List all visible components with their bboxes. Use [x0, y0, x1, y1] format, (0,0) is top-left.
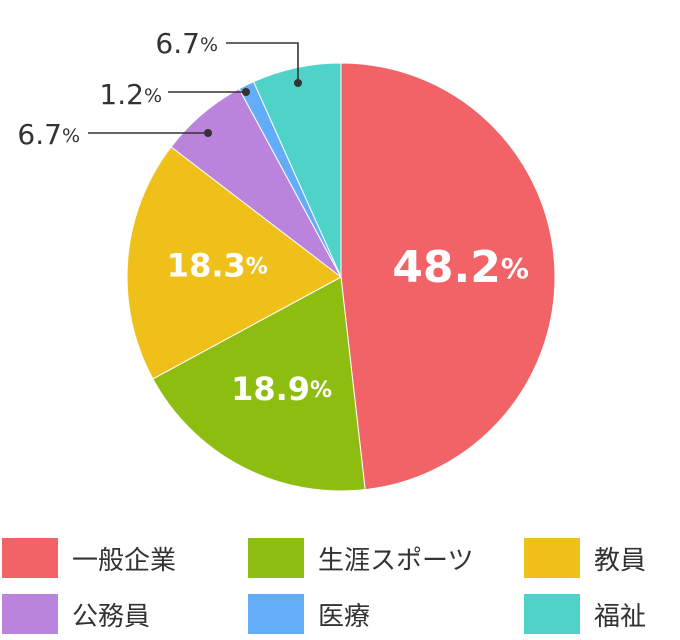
pie-slice-general-company	[340, 62, 556, 491]
pie-slice-lifelong-sports	[152, 276, 366, 492]
legend-swatch	[2, 594, 58, 634]
legend-item-welfare: 福祉	[524, 592, 646, 636]
slice-labels: 48.2% 18.9% 18.3% 6.7% 1.2% 6.7%	[17, 27, 529, 408]
leader-dot-welfare	[294, 79, 302, 87]
leader-dot-civil-servant	[204, 129, 212, 137]
leader-line-welfare	[226, 42, 299, 83]
legend-item-medical: 医療	[248, 592, 370, 636]
leader-lines	[88, 42, 302, 137]
legend-swatch	[524, 538, 580, 578]
legend-item-teacher: 教員	[524, 536, 646, 580]
slice-value-label-teacher: 18.3%	[167, 246, 268, 284]
legend: 一般企業 生涯スポーツ 教員 公務員 医療 福祉	[0, 530, 680, 640]
slice-value-label-lifelong-sports: 18.9%	[231, 370, 332, 408]
legend-item-general-company: 一般企業	[2, 536, 176, 580]
slice-value-label-general-company: 48.2%	[392, 242, 529, 293]
legend-swatch	[524, 594, 580, 634]
legend-label: 福祉	[594, 601, 647, 632]
legend-item-civil-servant: 公務員	[2, 592, 150, 636]
pie-chart-svg: 48.2% 18.9% 18.3% 6.7% 1.2% 6.7%	[17, 27, 556, 492]
legend-swatch	[2, 538, 58, 578]
slice-value-label-civil-servant: 6.7%	[17, 118, 80, 151]
legend-label: 生涯スポーツ	[318, 545, 474, 576]
pie-chart: 48.2% 18.9% 18.3% 6.7% 1.2% 6.7%	[17, 27, 556, 492]
legend-label: 一般企業	[72, 545, 177, 576]
pie-slice-welfare	[252, 62, 342, 278]
pie-slice-teacher	[126, 146, 342, 380]
pie-slices	[126, 62, 556, 492]
legend-label: 教員	[594, 545, 647, 576]
leader-dot-medical	[242, 88, 250, 96]
legend-swatch	[248, 594, 304, 634]
legend-label: 医療	[318, 601, 371, 632]
slice-value-label-welfare: 6.7%	[155, 27, 218, 60]
legend-item-lifelong-sports: 生涯スポーツ	[248, 536, 473, 580]
slice-value-label-medical: 1.2%	[99, 78, 162, 111]
legend-swatch	[248, 538, 304, 578]
legend-label: 公務員	[72, 601, 151, 632]
